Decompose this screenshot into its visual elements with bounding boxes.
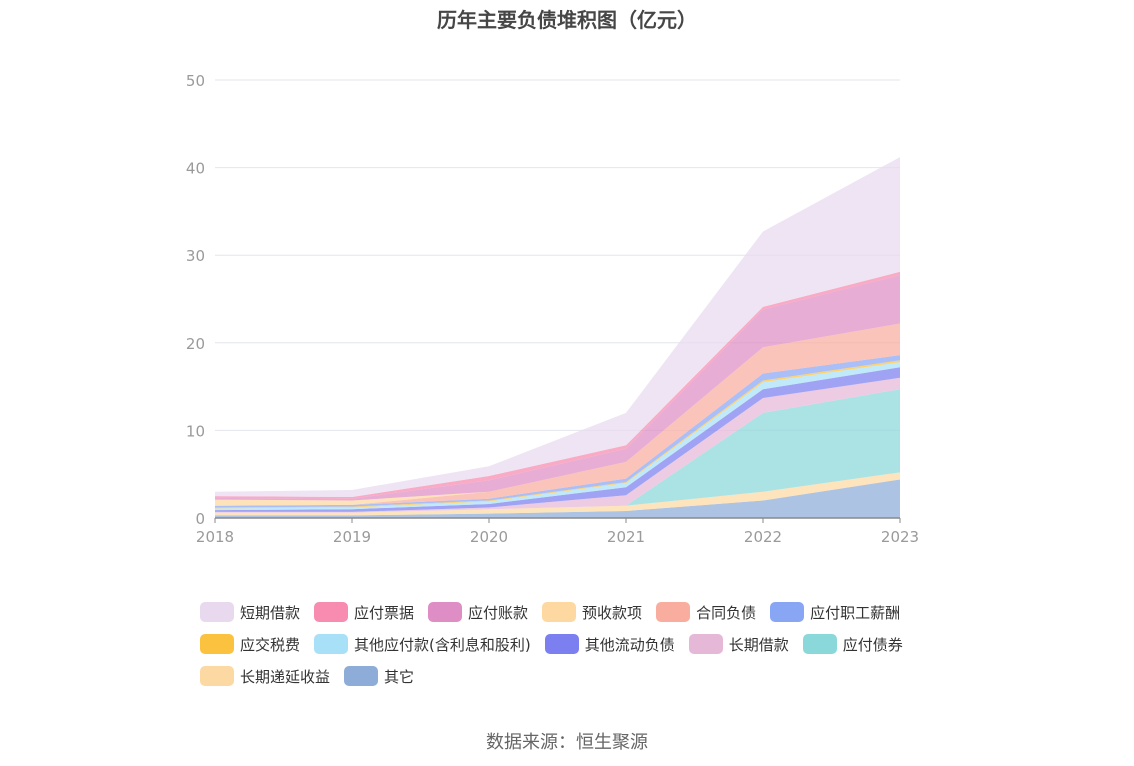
legend-label: 应交税费: [240, 635, 301, 654]
legend-item[interactable]: 长期借款: [688, 628, 789, 660]
legend-item[interactable]: 应付债券: [802, 628, 903, 660]
legend-item[interactable]: 应付账款: [428, 596, 528, 628]
legend-label: 应付职工薪酬: [810, 603, 901, 622]
legend-swatch: [200, 634, 234, 654]
x-tick-label: 2020: [470, 528, 508, 546]
legend-item[interactable]: 应交税费: [200, 628, 300, 660]
x-tick-label: 2023: [881, 528, 919, 546]
y-tick-label: 0: [195, 510, 205, 528]
area-series: [215, 472, 900, 516]
axes: 0 10 20 30 40 50 2018 2019 2020 2021 2022 2023: [186, 72, 919, 546]
legend-item[interactable]: 预收款项: [542, 596, 642, 628]
x-tick-label: 2022: [744, 528, 782, 546]
y-tick-label: 20: [186, 335, 205, 353]
legend-item[interactable]: 合同负债: [656, 596, 756, 628]
legend: 短期借款 应付票据 应付账款 预收款项 合同负债 应付职工薪酬应交税费 其他应付款(含利息和…: [200, 596, 960, 692]
y-tick-label: 30: [186, 247, 205, 265]
legend-swatch: [688, 634, 723, 654]
legend-label: 应付票据: [354, 603, 415, 622]
legend-swatch: [656, 602, 691, 622]
stacked-area-chart: 0 10 20 30 40 50 2018 2019 2020 2021 2022 2023: [186, 72, 919, 546]
area-series: [215, 479, 900, 518]
legend-item[interactable]: 其它: [344, 660, 414, 692]
area-series: [215, 362, 900, 511]
y-tick-label: 50: [186, 72, 205, 90]
legend-label: 短期借款: [240, 603, 301, 622]
legend-label: 长期借款: [728, 635, 789, 654]
area-series-group: [215, 157, 900, 518]
x-tick-label: 2018: [196, 528, 234, 546]
legend-label: 长期递延收益: [240, 667, 331, 686]
legend-label: 其它: [384, 667, 415, 686]
area-series: [215, 389, 900, 513]
area-series: [215, 275, 900, 501]
legend-item[interactable]: 其他流动负债: [544, 628, 675, 660]
legend-swatch: [544, 634, 579, 654]
y-tick-label: 10: [186, 422, 205, 440]
data-source: 数据来源：恒生聚源: [486, 732, 648, 753]
legend-swatch: [314, 634, 349, 654]
legend-swatch: [802, 634, 837, 654]
y-tick-label: 40: [186, 160, 205, 178]
legend-item[interactable]: 长期递延收益: [200, 660, 330, 692]
legend-label: 应付账款: [468, 603, 529, 622]
legend-item[interactable]: 应付票据: [314, 596, 414, 628]
legend-swatch: [200, 602, 234, 622]
area-series: [215, 323, 900, 506]
chart-title: 历年主要负债堆积图（亿元）: [437, 8, 697, 32]
legend-swatch: [344, 666, 379, 686]
legend-label: 合同负债: [696, 603, 757, 622]
legend-swatch: [428, 602, 463, 622]
legend-swatch: [314, 602, 349, 622]
legend-label: 应付债券: [842, 635, 903, 654]
legend-item[interactable]: 应付职工薪酬: [770, 596, 900, 628]
x-tick-label: 2019: [333, 528, 371, 546]
legend-label: 其他流动负债: [584, 635, 675, 654]
legend-label: 预收款项: [582, 603, 643, 622]
x-tick-label: 2021: [607, 528, 645, 546]
legend-item[interactable]: 其他应付款(含利息和股利): [314, 628, 531, 660]
legend-label: 其他应付款(含利息和股利): [354, 635, 531, 654]
legend-swatch: [200, 666, 234, 686]
area-series: [215, 355, 900, 508]
legend-swatch: [542, 602, 577, 622]
legend-item[interactable]: 短期借款: [200, 596, 300, 628]
area-series: [215, 367, 900, 512]
area-series: [215, 377, 900, 513]
legend-swatch: [770, 602, 805, 622]
